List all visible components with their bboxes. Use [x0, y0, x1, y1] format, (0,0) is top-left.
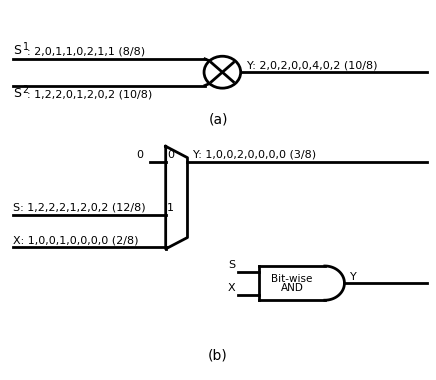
Text: Bit-wise: Bit-wise — [272, 274, 313, 283]
Text: : 2,0,1,1,0,2,1,1 (8/8): : 2,0,1,1,0,2,1,1 (8/8) — [27, 47, 145, 57]
Text: 0: 0 — [167, 150, 174, 160]
Text: 0: 0 — [136, 150, 143, 160]
Text: : 1,2,2,0,1,2,0,2 (10/8): : 1,2,2,0,1,2,0,2 (10/8) — [27, 90, 152, 100]
Text: S: S — [13, 44, 21, 57]
Text: (b): (b) — [208, 348, 228, 362]
Text: 1: 1 — [23, 42, 29, 52]
Text: 2: 2 — [23, 85, 29, 95]
Text: AND: AND — [281, 283, 303, 293]
Text: X: 1,0,0,1,0,0,0,0 (2/8): X: 1,0,0,1,0,0,0,0 (2/8) — [13, 235, 139, 245]
Text: Y: 1,0,0,2,0,0,0,0 (3/8): Y: 1,0,0,2,0,0,0,0 (3/8) — [193, 150, 316, 160]
Text: S: S — [13, 87, 21, 100]
Text: S: S — [228, 260, 235, 270]
Text: S: 1,2,2,2,1,2,0,2 (12/8): S: 1,2,2,2,1,2,0,2 (12/8) — [13, 203, 146, 213]
Text: Y: 2,0,2,0,0,4,0,2 (10/8): Y: 2,0,2,0,0,4,0,2 (10/8) — [247, 60, 378, 70]
Text: X: X — [228, 283, 235, 293]
Text: (a): (a) — [208, 113, 228, 127]
Text: Y: Y — [350, 272, 356, 282]
Text: 1: 1 — [167, 203, 174, 213]
